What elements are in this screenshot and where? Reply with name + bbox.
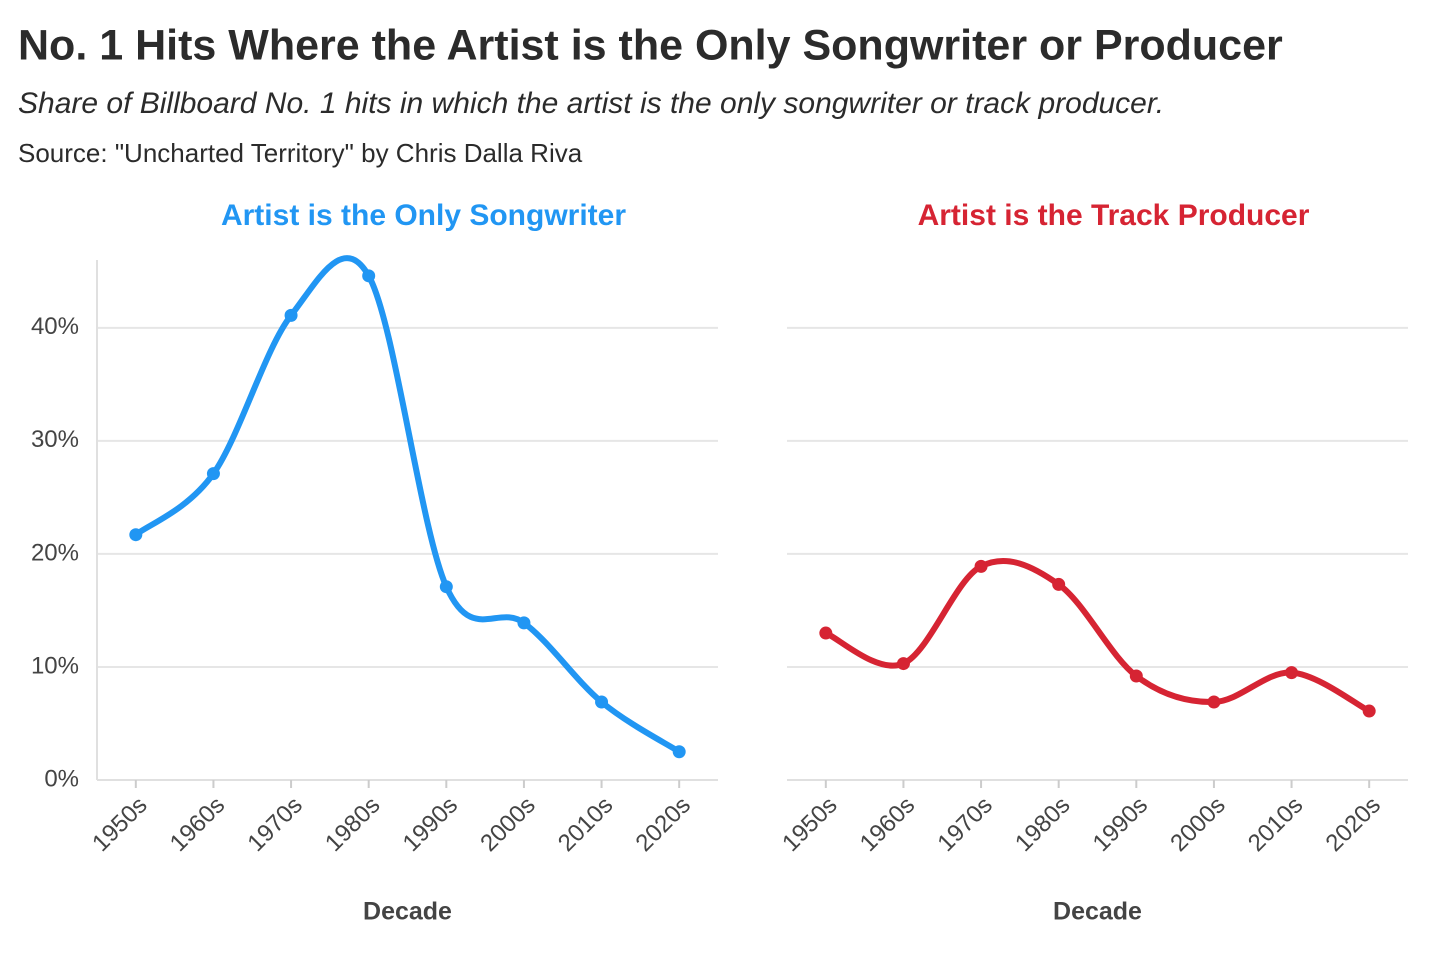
x-tick-label: 1950s xyxy=(777,792,842,857)
x-tick-label: 1980s xyxy=(1010,792,1075,857)
point xyxy=(1285,666,1299,680)
panel-title: Artist is the Track Producer xyxy=(918,199,1310,232)
x-tick-label: 1970s xyxy=(932,792,997,857)
x-tick-label: 1970s xyxy=(242,792,307,857)
point xyxy=(595,695,609,709)
point xyxy=(819,626,833,640)
title: No. 1 Hits Where the Artist is the Only … xyxy=(18,21,1283,69)
x-tick-label: 1990s xyxy=(398,792,463,857)
x-tick-label: 2010s xyxy=(553,792,618,857)
point xyxy=(517,616,531,630)
x-tick-label: 2010s xyxy=(1243,792,1308,857)
point xyxy=(1052,577,1066,591)
y-tick-label: 10% xyxy=(31,652,79,679)
y-tick-label: 20% xyxy=(31,539,79,566)
x-axis-title: Decade xyxy=(1053,898,1142,926)
x-tick-label: 2000s xyxy=(475,792,540,857)
x-tick-label: 2020s xyxy=(631,792,696,857)
y-tick-label: 0% xyxy=(44,765,79,792)
point xyxy=(362,269,376,283)
point xyxy=(129,528,143,542)
point xyxy=(974,559,988,573)
panel-title: Artist is the Only Songwriter xyxy=(221,199,626,232)
point xyxy=(896,657,910,671)
x-tick-label: 2020s xyxy=(1321,792,1386,857)
point xyxy=(1362,704,1376,718)
x-tick-label: 1960s xyxy=(165,792,230,857)
x-tick-label: 1990s xyxy=(1088,792,1153,857)
line xyxy=(132,255,683,755)
y-tick-label: 30% xyxy=(31,426,79,453)
x-tick-label: 2000s xyxy=(1165,792,1230,857)
point xyxy=(1207,695,1221,709)
subtitle: Share of Billboard No. 1 hits in which t… xyxy=(18,87,1164,120)
y-tick-label: 40% xyxy=(31,313,79,340)
source: Source: "Uncharted Territory" by Chris D… xyxy=(18,138,583,168)
x-tick-label: 1950s xyxy=(87,792,152,857)
line xyxy=(822,557,1373,715)
x-axis-title: Decade xyxy=(363,898,452,926)
point xyxy=(284,308,298,322)
x-tick-label: 1960s xyxy=(855,792,920,857)
point xyxy=(206,467,220,481)
point xyxy=(439,580,453,594)
point xyxy=(672,745,686,759)
x-tick-label: 1980s xyxy=(320,792,385,857)
point xyxy=(1129,669,1143,683)
